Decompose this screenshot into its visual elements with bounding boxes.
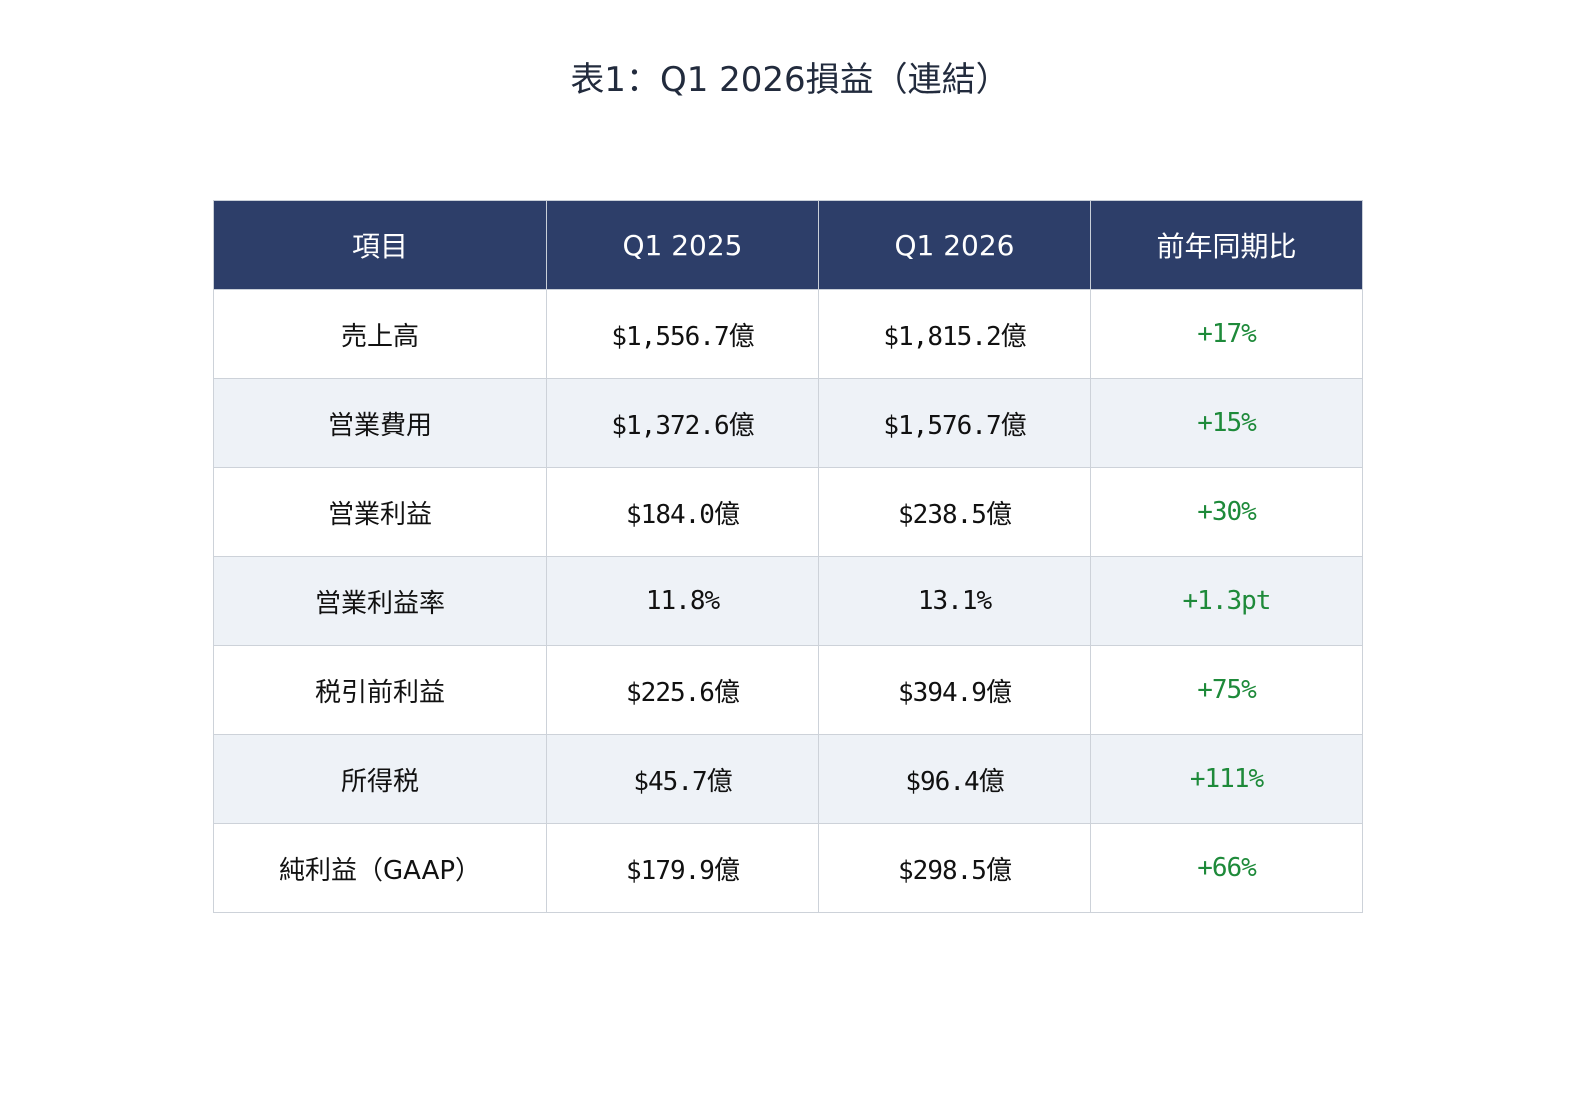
value-q1-2026: $394.9億 bbox=[818, 645, 1091, 735]
value-q1-2026: 13.1% bbox=[818, 556, 1091, 646]
row-label: 所得税 bbox=[213, 734, 547, 824]
row-label: 営業費用 bbox=[213, 378, 547, 468]
row-label: 売上高 bbox=[213, 289, 547, 379]
table-row: 税引前利益 $225.6億 $394.9億 +75% bbox=[213, 645, 1363, 735]
value-q1-2025: $179.9億 bbox=[546, 823, 819, 913]
table-row: 営業利益率 11.8% 13.1% +1.3pt bbox=[213, 556, 1363, 646]
column-header-q1-2025: Q1 2025 bbox=[546, 200, 819, 290]
page-title: 表1：Q1 2026損益（連結） bbox=[570, 60, 1010, 100]
value-yoy: +111% bbox=[1090, 734, 1363, 824]
value-q1-2026: $298.5億 bbox=[818, 823, 1091, 913]
value-q1-2026: $238.5億 bbox=[818, 467, 1091, 557]
row-label: 純利益（GAAP） bbox=[213, 823, 547, 913]
value-q1-2025: $1,556.7億 bbox=[546, 289, 819, 379]
value-q1-2026: $1,576.7億 bbox=[818, 378, 1091, 468]
value-yoy: +30% bbox=[1090, 467, 1363, 557]
row-label: 税引前利益 bbox=[213, 645, 547, 735]
income-statement-table: 項目 Q1 2025 Q1 2026 前年同期比 売上高 $1,556.7億 $… bbox=[213, 200, 1363, 913]
table-header-row: 項目 Q1 2025 Q1 2026 前年同期比 bbox=[213, 200, 1363, 290]
value-q1-2026: $96.4億 bbox=[818, 734, 1091, 824]
row-label: 営業利益 bbox=[213, 467, 547, 557]
value-q1-2025: $1,372.6億 bbox=[546, 378, 819, 468]
table-row: 営業費用 $1,372.6億 $1,576.7億 +15% bbox=[213, 378, 1363, 468]
column-header-yoy: 前年同期比 bbox=[1090, 200, 1363, 290]
value-yoy: +17% bbox=[1090, 289, 1363, 379]
table-row: 純利益（GAAP） $179.9億 $298.5億 +66% bbox=[213, 823, 1363, 913]
value-q1-2026: $1,815.2億 bbox=[818, 289, 1091, 379]
column-header-item: 項目 bbox=[213, 200, 547, 290]
row-label: 営業利益率 bbox=[213, 556, 547, 646]
value-q1-2025: $225.6億 bbox=[546, 645, 819, 735]
value-yoy: +1.3pt bbox=[1090, 556, 1363, 646]
value-yoy: +15% bbox=[1090, 378, 1363, 468]
value-yoy: +66% bbox=[1090, 823, 1363, 913]
value-q1-2025: $184.0億 bbox=[546, 467, 819, 557]
value-q1-2025: $45.7億 bbox=[546, 734, 819, 824]
value-q1-2025: 11.8% bbox=[546, 556, 819, 646]
table-row: 営業利益 $184.0億 $238.5億 +30% bbox=[213, 467, 1363, 557]
value-yoy: +75% bbox=[1090, 645, 1363, 735]
table-row: 所得税 $45.7億 $96.4億 +111% bbox=[213, 734, 1363, 824]
column-header-q1-2026: Q1 2026 bbox=[818, 200, 1091, 290]
table-row: 売上高 $1,556.7億 $1,815.2億 +17% bbox=[213, 289, 1363, 379]
